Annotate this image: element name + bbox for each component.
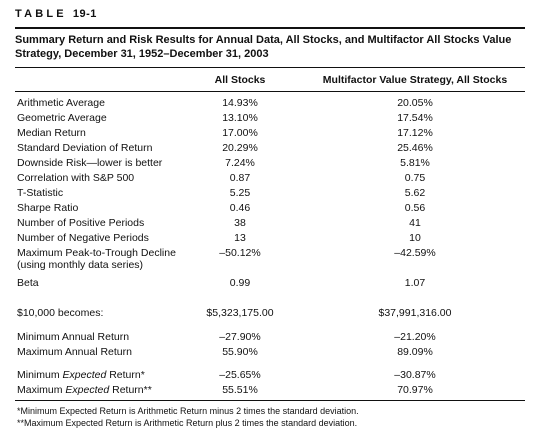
row-label: Minimum Expected Return* [17, 369, 145, 381]
row-label: Correlation with S&P 500 [17, 172, 135, 184]
footnote-min: *Minimum Expected Return is Arithmetic R… [17, 406, 359, 416]
row-label: Sharpe Ratio [17, 202, 79, 214]
table-number-label: TABLE 19-1 [15, 8, 97, 20]
top-rule [15, 27, 525, 29]
table-title: Summary Return and Risk Results for Annu… [15, 34, 512, 60]
label-prefix: Minimum [17, 369, 63, 381]
row-label-line1: Maximum Peak-to-Trough Decline [17, 247, 176, 259]
label-emphasis: Expected [62, 369, 107, 381]
all-stocks-value: 13.10% [222, 112, 258, 124]
bottom-rule [15, 400, 525, 401]
row-label-line2: (using monthly data series) [17, 259, 144, 271]
all-stocks-value: 0.46 [229, 202, 251, 214]
all-stocks-value: 55.90% [222, 346, 258, 358]
all-stocks-value: 17.00% [222, 127, 258, 139]
column-header-multifactor: Multifactor Value Strategy, All Stocks [322, 74, 508, 86]
table-label-number: 19-1 [72, 8, 97, 20]
multifactor-value: –21.20% [394, 331, 436, 343]
multifactor-value: –42.59% [394, 247, 436, 259]
row-label: T-Statistic [17, 187, 64, 199]
all-stocks-value: 38 [234, 217, 246, 229]
row-label: Standard Deviation of Return [17, 142, 153, 154]
all-stocks-value: 14.93% [222, 97, 258, 109]
all-stocks-value: 0.87 [229, 172, 251, 184]
multifactor-value: 0.56 [404, 202, 426, 214]
multifactor-value: 25.46% [397, 142, 433, 154]
multifactor-value: 10 [409, 232, 421, 244]
row-label: Median Return [17, 127, 86, 139]
footnote-max: **Maximum Expected Return is Arithmetic … [17, 418, 358, 428]
row-label: Minimum Annual Return [17, 331, 130, 343]
all-stocks-value: 7.24% [225, 157, 255, 169]
row-label: Maximum Expected Return** [17, 384, 152, 396]
header-rule [15, 91, 525, 92]
multifactor-value: 1.07 [404, 277, 426, 289]
multifactor-value: 89.09% [397, 346, 433, 358]
all-stocks-value: 20.29% [222, 142, 258, 154]
label-suffix: Return* [106, 369, 145, 381]
row-label: Beta [17, 277, 39, 289]
row-label: Number of Positive Periods [17, 217, 145, 229]
multifactor-value: 41 [409, 217, 421, 229]
multifactor-value: 5.62 [404, 187, 426, 199]
multifactor-value: 17.54% [397, 112, 433, 124]
label-emphasis: Expected [65, 384, 110, 396]
all-stocks-value: 5.25 [229, 187, 251, 199]
multifactor-value: 17.12% [397, 127, 433, 139]
row-label: Geometric Average [17, 112, 107, 124]
all-stocks-value: –27.90% [219, 331, 261, 343]
table-label-prefix: TABLE [15, 8, 67, 20]
row-label: $10,000 becomes: [17, 307, 104, 319]
multifactor-value: 0.75 [404, 172, 426, 184]
all-stocks-value: $5,323,175.00 [206, 307, 274, 319]
footnotes: *Minimum Expected Return is Arithmetic R… [17, 405, 359, 429]
all-stocks-value: 13 [234, 232, 246, 244]
row-label: Maximum Annual Return [17, 346, 132, 358]
row-label: Downside Risk—lower is better [17, 157, 163, 169]
label-prefix: Maximum [17, 384, 66, 396]
column-header-all-stocks: All Stocks [214, 74, 266, 86]
all-stocks-value: 55.51% [222, 384, 258, 396]
multifactor-value: 70.97% [397, 384, 433, 396]
title-rule [15, 67, 525, 68]
all-stocks-value: –50.12% [219, 247, 261, 259]
multifactor-value: $37,991,316.00 [378, 307, 452, 319]
row-label: Number of Negative Periods [17, 232, 149, 244]
multifactor-value: 20.05% [397, 97, 433, 109]
all-stocks-value: –25.65% [219, 369, 261, 381]
multifactor-value: 5.81% [400, 157, 430, 169]
row-label: Maximum Peak-to-Trough Decline (using mo… [17, 247, 176, 271]
all-stocks-value: 0.99 [229, 277, 251, 289]
multifactor-value: –30.87% [394, 369, 436, 381]
row-label: Arithmetic Average [17, 97, 105, 109]
label-suffix: Return** [109, 384, 152, 396]
